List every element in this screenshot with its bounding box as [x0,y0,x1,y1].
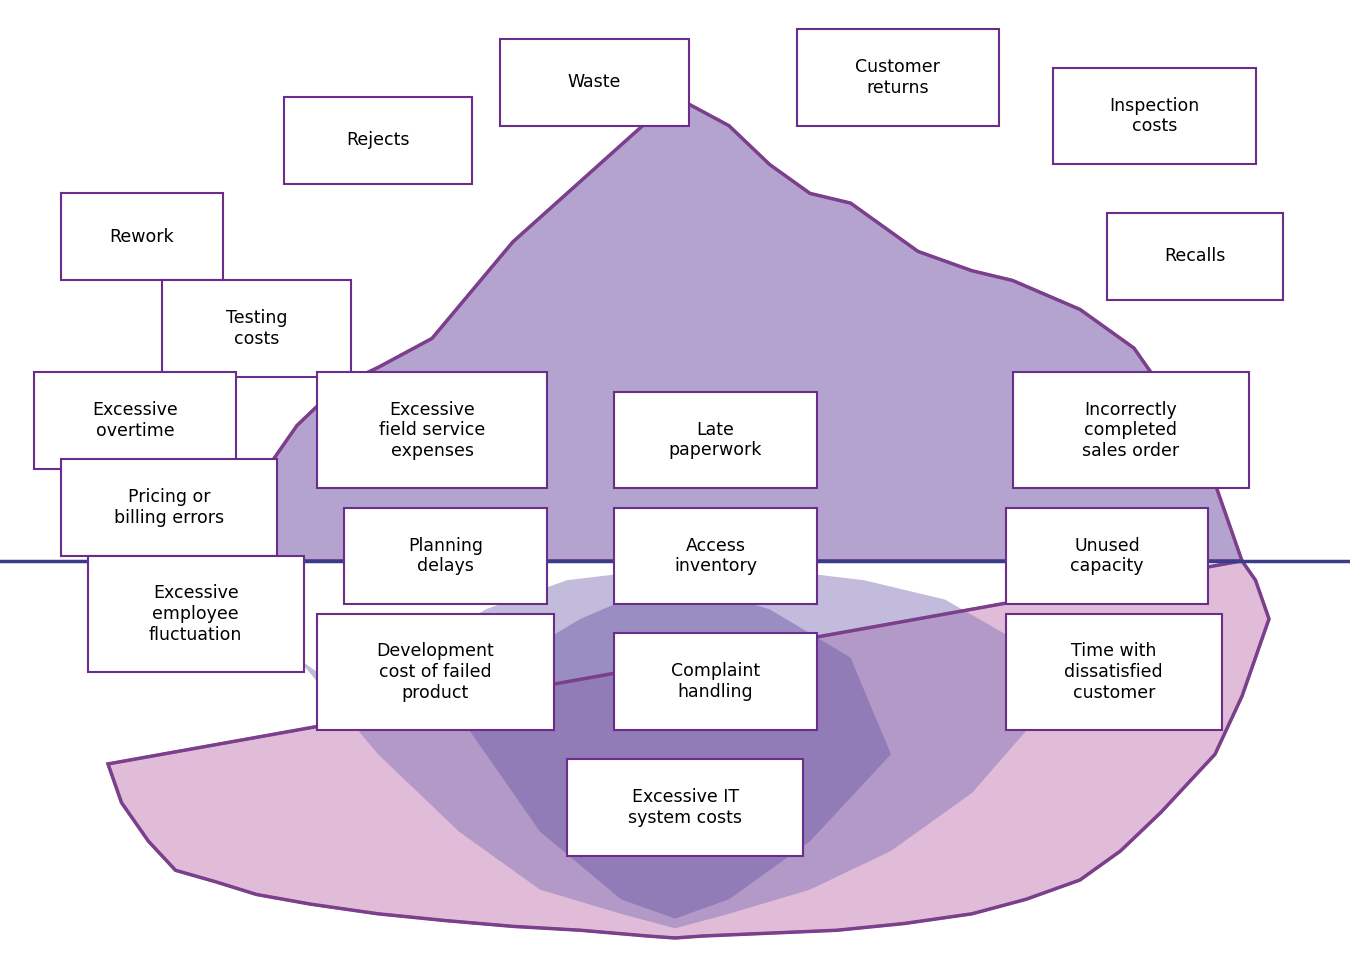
FancyBboxPatch shape [34,372,236,469]
FancyBboxPatch shape [614,508,817,604]
FancyBboxPatch shape [162,280,351,377]
FancyBboxPatch shape [1012,372,1249,488]
FancyBboxPatch shape [1006,614,1222,730]
FancyBboxPatch shape [567,759,803,856]
Text: Excessive IT
system costs: Excessive IT system costs [628,788,742,827]
FancyBboxPatch shape [1053,68,1256,164]
FancyBboxPatch shape [317,614,554,730]
FancyBboxPatch shape [614,392,817,488]
FancyBboxPatch shape [1107,213,1282,300]
Text: Rework: Rework [109,228,174,246]
Text: Access
inventory: Access inventory [674,537,757,575]
Text: Complaint
handling: Complaint handling [671,662,760,701]
FancyBboxPatch shape [500,39,688,126]
Text: Excessive
overtime: Excessive overtime [92,401,178,440]
FancyBboxPatch shape [614,633,817,730]
Polygon shape [446,590,891,919]
Text: Development
cost of failed
product: Development cost of failed product [377,642,494,702]
Text: Testing
costs: Testing costs [225,309,288,348]
Text: Incorrectly
completed
sales order: Incorrectly completed sales order [1083,400,1179,460]
Polygon shape [108,97,1269,938]
Text: Late
paperwork: Late paperwork [668,421,763,459]
Text: Excessive
field service
expenses: Excessive field service expenses [379,400,485,460]
Text: Rejects: Rejects [346,132,410,149]
Text: Inspection
costs: Inspection costs [1110,97,1199,135]
FancyBboxPatch shape [796,29,999,126]
Text: Waste: Waste [567,73,621,91]
Text: Planning
delays: Planning delays [408,537,483,575]
Text: Recalls: Recalls [1164,248,1226,265]
FancyBboxPatch shape [344,508,547,604]
Text: Unused
capacity: Unused capacity [1071,537,1143,575]
FancyBboxPatch shape [61,193,223,280]
Polygon shape [135,97,1242,561]
Polygon shape [297,566,1040,928]
FancyBboxPatch shape [317,372,547,488]
FancyBboxPatch shape [88,556,304,672]
Text: Customer
returns: Customer returns [856,58,940,97]
Text: Excessive
employee
fluctuation: Excessive employee fluctuation [148,584,243,644]
FancyBboxPatch shape [1006,508,1208,604]
FancyBboxPatch shape [284,97,472,184]
FancyBboxPatch shape [61,459,277,556]
Text: Pricing or
billing errors: Pricing or billing errors [113,488,224,527]
Text: Time with
dissatisfied
customer: Time with dissatisfied customer [1064,642,1164,702]
